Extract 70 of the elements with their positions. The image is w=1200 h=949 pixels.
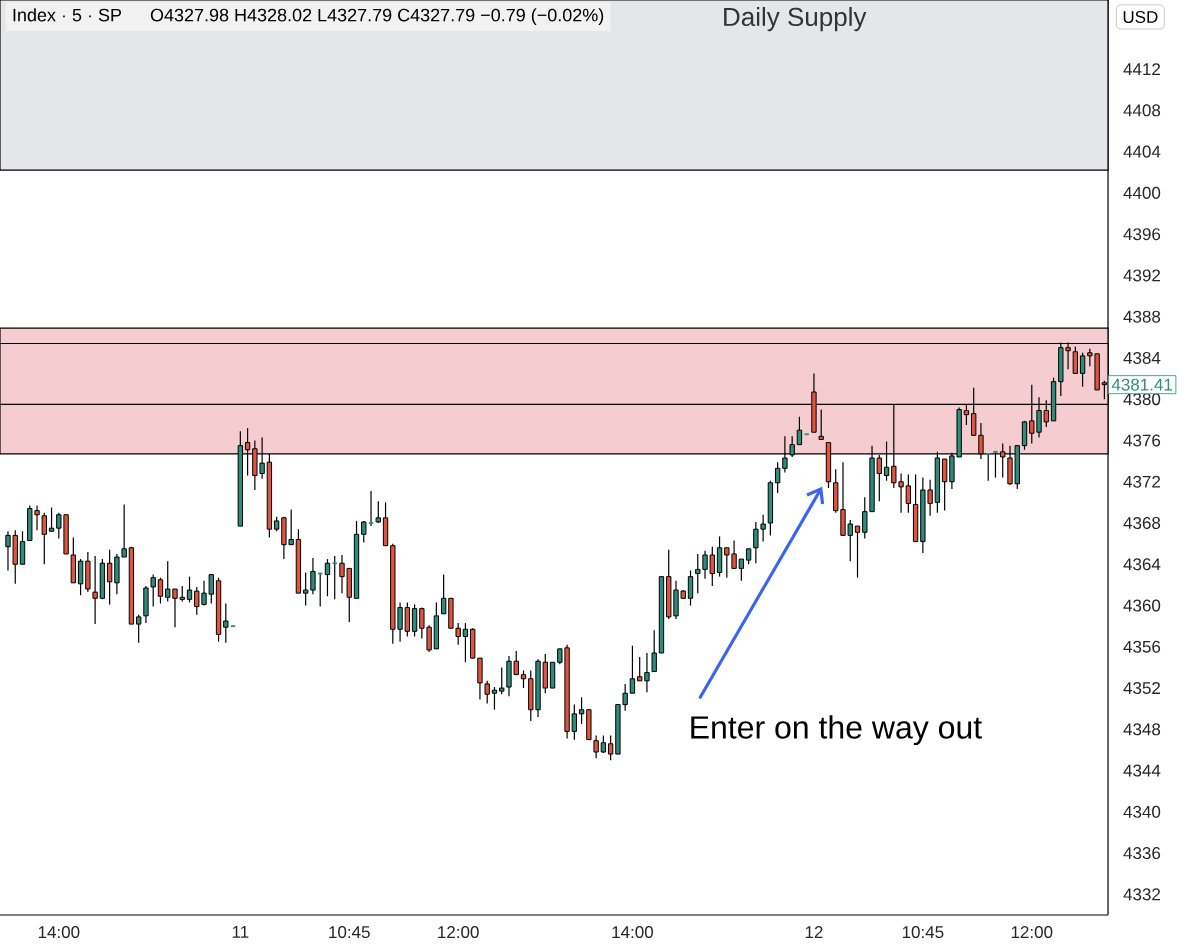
y-tick-label: 4356 (1123, 640, 1161, 653)
candlestick (1072, 345, 1079, 375)
y-tick-label: 4348 (1123, 723, 1161, 736)
candlestick (440, 573, 447, 615)
y-tick-label: 4336 (1123, 847, 1161, 860)
annotation: Enter on the way out (691, 715, 982, 746)
y-tick-label: 4340 (1123, 805, 1161, 818)
y-tick-label: 4372 (1123, 475, 1160, 488)
candlestick (774, 461, 781, 494)
text: USD (1123, 10, 1158, 23)
y-tick-label: 4364 (1123, 558, 1161, 571)
x-tick-label: 11 (232, 926, 249, 938)
text: 4381.41 (1111, 378, 1173, 391)
candlestick (1079, 352, 1086, 388)
candlestick (491, 686, 498, 711)
x-tick-label: 10:45 (329, 926, 370, 939)
candlestick (651, 629, 657, 673)
y-tick-label: 4344 (1123, 764, 1161, 777)
y-tick-label: 4360 (1123, 599, 1161, 612)
band-label: Daily Supply (724, 7, 867, 32)
candlestick (136, 614, 142, 644)
candlestick (367, 490, 375, 527)
candlestick (324, 558, 331, 597)
candlestick (941, 458, 948, 512)
y-tick-label: 4400 (1123, 186, 1161, 199)
y-tick-label: 4368 (1123, 516, 1161, 530)
y-tick-label: 4404 (1123, 145, 1161, 158)
candlestick (331, 555, 338, 600)
candlestick (77, 558, 84, 596)
chart-title: Index · 5 · SP (13, 8, 122, 22)
y-tick-label: 4392 (1123, 269, 1160, 282)
candlestick (593, 734, 599, 759)
y-tick-label: 4380 (1123, 393, 1161, 406)
y-tick-label: 4388 (1123, 310, 1161, 323)
candlestick (92, 555, 98, 625)
y-tick-label: 4384 (1123, 351, 1161, 364)
candlestick (404, 601, 411, 638)
candlestick (157, 577, 164, 605)
candlestick (905, 473, 912, 514)
candlestick (796, 416, 803, 446)
candlestick (19, 530, 26, 565)
candlestick (186, 576, 193, 604)
y-tick-label: 4352 (1123, 682, 1160, 695)
candlestick (41, 512, 47, 565)
candlestick (578, 696, 585, 725)
candlestick (411, 603, 418, 638)
y-tick-label: 4376 (1123, 434, 1161, 447)
candlestick (687, 569, 694, 607)
candlestick (223, 602, 229, 644)
candlestick (571, 703, 578, 741)
x-tick-label: 12:00 (438, 926, 479, 939)
x-tick-label: 10:45 (902, 926, 944, 939)
y-tick-label: 4396 (1123, 228, 1161, 241)
x-tick-label: 14:00 (612, 926, 654, 939)
x-tick-label: 14:00 (38, 926, 80, 939)
candlestick (48, 506, 55, 532)
y-tick-label: 4412 (1123, 63, 1160, 76)
y-tick-label: 4408 (1123, 104, 1161, 117)
candlestick (462, 622, 469, 663)
y-tick-label: 4332 (1123, 888, 1160, 901)
x-tick-label: 12:00 (1011, 926, 1053, 939)
candlestick (629, 645, 636, 694)
candlestick (738, 558, 745, 582)
candlestick (854, 525, 861, 579)
candlestick (1021, 420, 1028, 451)
annotation: O4327.98 H4328.02 L4327.79 C4327.79 −0.79 (−0.02%) (150, 8, 604, 25)
candlestick (607, 734, 614, 761)
candlestick (106, 549, 113, 606)
x-tick-label: 12 (805, 926, 823, 938)
candlestick (818, 408, 824, 441)
